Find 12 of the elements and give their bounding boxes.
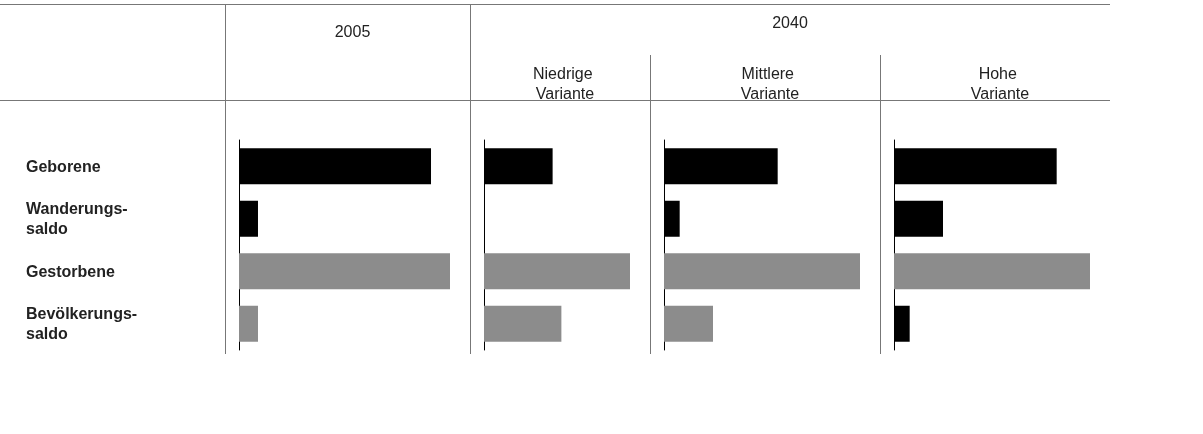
y-tick-label: Geborene (26, 157, 101, 175)
text: 2040 (771, 14, 809, 32)
bar (664, 305, 713, 342)
y-tick-label: Wanderungs-saldo (26, 200, 128, 238)
y-tick-label: Gestorbene (26, 262, 116, 280)
chart-title: Hohe Variante (970, 64, 1030, 102)
chart-title: Mittlere Variante (740, 64, 800, 102)
bar (894, 253, 1090, 290)
y-tick-label: Bevölkerungs-saldo (26, 305, 138, 343)
chart-title: 2005 (334, 22, 371, 40)
chart-title: Niedrige Variante (532, 64, 598, 102)
bar (664, 253, 860, 290)
